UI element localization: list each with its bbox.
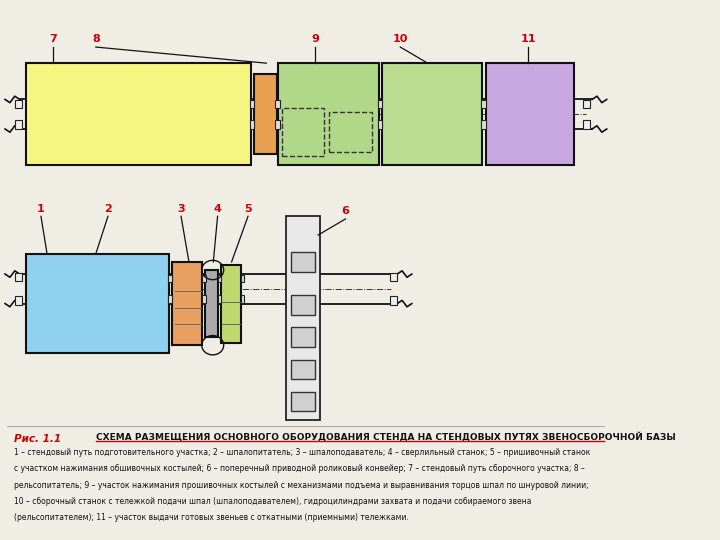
Bar: [276, 120, 279, 129]
Text: 4: 4: [214, 204, 222, 214]
Text: Рис. 1.1: Рис. 1.1: [14, 434, 60, 444]
Bar: [202, 275, 206, 282]
Bar: [390, 296, 397, 305]
Bar: [15, 273, 22, 281]
Bar: [291, 360, 315, 379]
Text: 7: 7: [49, 35, 57, 44]
Text: 2: 2: [104, 204, 112, 214]
Bar: [378, 99, 382, 108]
Bar: [250, 99, 254, 108]
Bar: [172, 262, 202, 345]
Text: 8: 8: [92, 35, 99, 44]
Text: 1: 1: [37, 204, 45, 214]
Bar: [276, 99, 279, 108]
Bar: [291, 295, 315, 315]
Bar: [286, 217, 320, 421]
Bar: [485, 63, 574, 165]
Bar: [205, 270, 217, 337]
Bar: [254, 74, 277, 154]
Text: 1 – стендовый путь подготовительного участка; 2 – шпалопитатель; 3 – шпалоподава: 1 – стендовый путь подготовительного уча…: [14, 448, 590, 457]
Bar: [220, 265, 240, 342]
Bar: [250, 120, 254, 129]
Text: с участком нажимания обшивочных костылей; 6 – поперечный приводной роликовый кон: с участком нажимания обшивочных костылей…: [14, 464, 585, 474]
Bar: [583, 99, 590, 108]
Text: 5: 5: [244, 204, 252, 214]
Text: 6: 6: [341, 206, 349, 217]
Bar: [15, 296, 22, 305]
Bar: [240, 275, 244, 282]
Bar: [481, 99, 485, 108]
Text: 10 – сборочный станок с тележкой подачи шпал (шпалоподавателем), гидроцилиндрами: 10 – сборочный станок с тележкой подачи …: [14, 497, 531, 505]
Bar: [26, 254, 169, 353]
Bar: [168, 295, 172, 303]
Text: 9: 9: [311, 35, 319, 44]
Bar: [329, 112, 372, 152]
Bar: [481, 120, 485, 129]
Bar: [217, 275, 221, 282]
Bar: [378, 120, 382, 129]
Bar: [291, 252, 315, 272]
Bar: [202, 295, 206, 303]
Bar: [168, 275, 172, 282]
Bar: [390, 273, 397, 281]
Bar: [217, 295, 221, 303]
Bar: [291, 392, 315, 411]
Bar: [583, 120, 590, 129]
Bar: [240, 295, 244, 303]
Bar: [15, 99, 22, 108]
Text: СХЕМА РАЗМЕЩЕНИЯ ОСНОВНОГО ОБОРУДОВАНИЯ СТЕНДА НА СТЕНДОВЫХ ПУТЯХ ЗВЕНОСБОРОЧНОЙ: СХЕМА РАЗМЕЩЕНИЯ ОСНОВНОГО ОБОРУДОВАНИЯ …: [96, 432, 675, 442]
Bar: [291, 327, 315, 347]
Text: (рельсопитателем); 11 – участок выдачи готовых звеньев с откатными (приемными) т: (рельсопитателем); 11 – участок выдачи г…: [14, 513, 408, 522]
Bar: [15, 120, 22, 129]
Bar: [282, 108, 324, 156]
Bar: [382, 63, 482, 165]
Bar: [279, 63, 379, 165]
Text: 3: 3: [177, 204, 185, 214]
Text: рельсопитатель; 9 – участок нажимания прошивочных костылей с механизмами подъема: рельсопитатель; 9 – участок нажимания пр…: [14, 481, 588, 490]
Text: 10: 10: [392, 35, 408, 44]
Text: 11: 11: [521, 35, 536, 44]
Bar: [26, 63, 251, 165]
